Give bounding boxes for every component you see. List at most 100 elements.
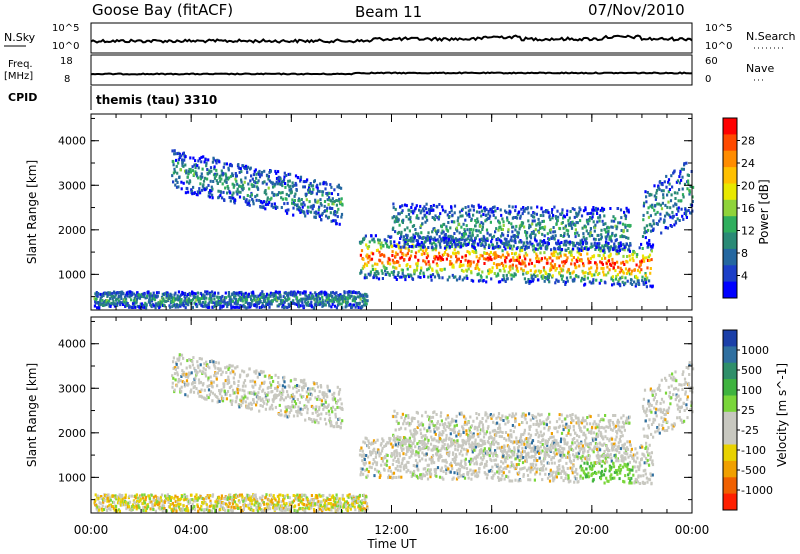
echo-cell xyxy=(166,291,169,295)
echo-cell xyxy=(601,207,604,211)
echo-cell xyxy=(599,215,602,219)
echo-cell xyxy=(661,183,664,187)
echo-cell xyxy=(394,251,398,255)
echo-cell xyxy=(674,221,678,225)
echo-cell xyxy=(474,249,477,253)
echo-cell xyxy=(450,461,453,465)
echo-cell xyxy=(254,383,257,387)
echo-cell xyxy=(457,244,460,248)
echo-cell xyxy=(230,196,233,200)
echo-cell xyxy=(673,169,676,173)
echo-cell xyxy=(465,238,468,242)
echo-cell xyxy=(431,230,434,234)
echo-cell xyxy=(456,229,459,233)
echo-cell xyxy=(458,265,461,269)
echo-cell xyxy=(180,385,183,389)
echo-cell xyxy=(499,446,502,450)
echo-cell xyxy=(213,291,216,295)
echo-cell xyxy=(487,209,490,213)
echo-cell xyxy=(408,229,411,233)
echo-cell xyxy=(461,453,464,457)
echo-cell xyxy=(504,264,508,268)
echo-cell xyxy=(557,256,560,260)
echo-cell xyxy=(346,300,349,304)
echo-cell xyxy=(321,190,325,194)
echo-cell xyxy=(218,160,221,164)
echo-cell xyxy=(308,295,311,299)
echo-cell xyxy=(595,263,598,267)
echo-cell xyxy=(453,220,456,224)
echo-cell xyxy=(260,295,263,299)
echo-cell xyxy=(433,461,436,465)
echo-cell xyxy=(277,170,280,174)
echo-cell xyxy=(235,298,238,301)
echo-cell xyxy=(652,227,655,231)
echo-cell xyxy=(589,231,592,235)
echo-cell xyxy=(341,419,344,423)
echo-cell xyxy=(453,232,456,235)
echo-cell xyxy=(580,214,584,218)
echo-cell xyxy=(215,179,218,183)
echo-cell xyxy=(678,219,681,222)
echo-cell xyxy=(469,234,472,238)
echo-cell xyxy=(273,202,276,206)
echo-cell xyxy=(375,273,378,277)
echo-cell xyxy=(218,174,221,178)
echo-cell xyxy=(681,187,684,191)
echo-cell xyxy=(214,361,218,364)
echo-cell xyxy=(266,393,269,397)
echo-cell xyxy=(265,182,268,186)
echo-cell xyxy=(625,242,628,246)
echo-cell xyxy=(626,279,629,283)
echo-cell xyxy=(555,242,559,246)
echo-cell xyxy=(444,209,447,213)
echo-cell xyxy=(187,382,190,386)
echo-cell xyxy=(373,271,376,275)
echo-cell xyxy=(646,211,649,215)
echo-cell xyxy=(274,293,277,297)
echo-cell xyxy=(626,224,630,228)
echo-cell xyxy=(318,405,321,409)
echo-cell xyxy=(370,234,373,238)
echo-cell xyxy=(486,473,489,477)
echo-cell xyxy=(496,266,499,270)
echo-cell xyxy=(512,465,515,469)
echo-cell xyxy=(223,382,226,386)
echo-cell xyxy=(235,395,238,399)
echo-cell xyxy=(411,202,414,206)
echo-cell xyxy=(449,470,452,474)
echo-cell xyxy=(396,437,399,441)
echo-cell xyxy=(597,233,600,237)
echo-cell xyxy=(245,306,248,310)
echo-cell xyxy=(267,385,270,389)
echo-cell xyxy=(492,454,495,458)
echo-cell xyxy=(180,158,184,162)
echo-cell xyxy=(566,240,569,244)
echo-cell xyxy=(225,397,228,401)
echo-cell xyxy=(458,231,461,235)
echo-cell xyxy=(427,267,430,271)
echo-cell xyxy=(301,408,304,411)
echo-cell xyxy=(311,184,315,188)
echo-cell xyxy=(480,209,484,213)
echo-cell xyxy=(468,442,471,446)
echo-cell xyxy=(576,246,579,250)
echo-cell xyxy=(270,202,274,206)
echo-cell xyxy=(624,281,627,285)
echo-cell xyxy=(224,186,227,190)
echo-cell xyxy=(306,205,310,209)
echo-cell xyxy=(404,463,408,467)
echo-cell xyxy=(243,389,246,393)
echo-cell xyxy=(224,291,227,295)
echo-cell xyxy=(432,444,435,448)
echo-cell xyxy=(450,245,454,248)
echo-cell xyxy=(472,244,476,248)
echo-cell xyxy=(563,231,566,235)
echo-cell xyxy=(374,440,377,444)
echo-cell xyxy=(447,445,450,449)
echo-cell xyxy=(521,246,524,249)
echo-cell xyxy=(590,274,594,278)
echo-cell xyxy=(423,205,426,209)
echo-cell xyxy=(102,294,105,298)
echo-cell xyxy=(264,189,267,192)
